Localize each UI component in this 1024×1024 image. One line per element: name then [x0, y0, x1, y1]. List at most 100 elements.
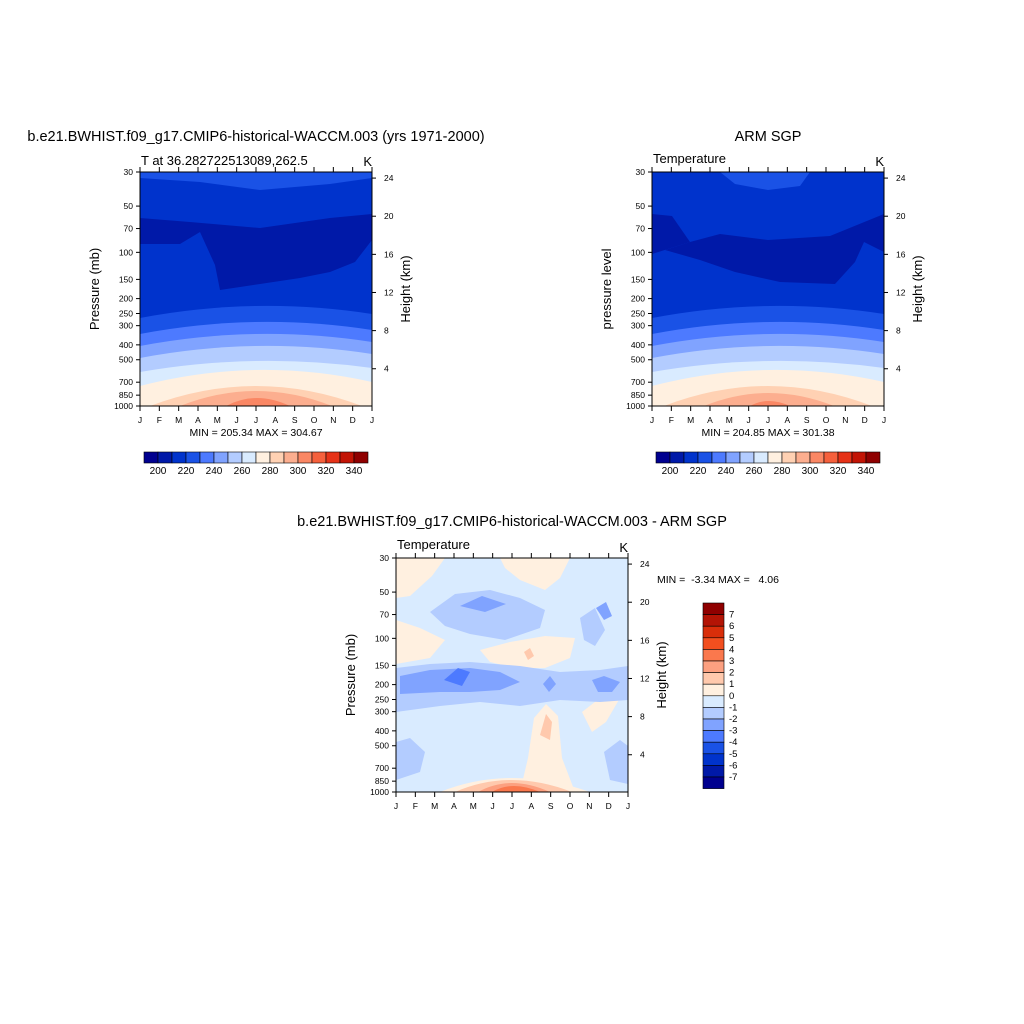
diff-units: K: [619, 540, 628, 555]
diff-y-tick-label: 850: [375, 776, 389, 786]
model-x-tick-label: A: [272, 415, 278, 425]
obs-colorbar-segment: [725, 451, 741, 464]
model-x-tick-label: J: [138, 415, 142, 425]
obs-height-tick-label: 16: [896, 249, 906, 259]
obs-x-tick-label: N: [842, 415, 848, 425]
obs-colorbar-label: 300: [802, 466, 819, 477]
model-y-tick-label: 150: [119, 274, 133, 284]
model-colorbar-label: 340: [346, 466, 363, 477]
model-colorbar-segment: [213, 451, 229, 464]
model-colorbar-label: 320: [318, 466, 335, 477]
diff-colorbar-label: 3: [729, 656, 734, 667]
diff-ylabel-right: Height (km): [654, 641, 669, 708]
obs-y-tick-label: 400: [631, 340, 645, 350]
diff-x-tick-label: M: [470, 801, 477, 811]
diff-contour-field: [396, 558, 628, 792]
model-y-tick-label: 100: [119, 247, 133, 257]
obs-colorbar-segment: [837, 451, 853, 464]
diff-colorbar-segment: [702, 718, 725, 731]
diff-y-tick-label: 400: [375, 726, 389, 736]
model-y-tick-label: 700: [119, 377, 133, 387]
model-colorbar-segment: [199, 451, 215, 464]
obs-colorbar-label: 220: [690, 466, 707, 477]
model-colorbar-label: 240: [206, 466, 223, 477]
obs-y-tick-label: 250: [631, 308, 645, 318]
diff-colorbar-label: -1: [729, 702, 737, 713]
diff-colorbar-segment: [702, 637, 725, 650]
obs-height-tick-label: 4: [896, 364, 901, 374]
diff-y-tick-label: 70: [380, 610, 390, 620]
diff-x-tick-label: J: [510, 801, 514, 811]
obs-colorbar-segment: [809, 451, 825, 464]
model-height-tick-label: 8: [384, 326, 389, 336]
diff-colorbar-label: -3: [729, 726, 737, 737]
obs-panel: ARM SGP Temperature K 30 50 70 100 150 200 250…: [599, 129, 925, 477]
obs-y-tick-label: 150: [631, 274, 645, 284]
model-x-tick-label: M: [214, 415, 221, 425]
diff-height-tick-label: 4: [640, 750, 645, 760]
obs-y-tick-label: 200: [631, 294, 645, 304]
model-colorbar-segment: [297, 451, 313, 464]
diff-colorbar-label: 1: [729, 679, 734, 690]
model-units: K: [363, 154, 372, 169]
diff-y-tick-label: 1000: [370, 787, 389, 797]
model-x-tick-label: J: [370, 415, 374, 425]
obs-ylabel-right: Height (km): [910, 255, 925, 322]
model-x-tick-label: J: [235, 415, 239, 425]
diff-y-tick-label: 700: [375, 763, 389, 773]
obs-y-tick-label: 100: [631, 247, 645, 257]
diff-y-tick-label: 250: [375, 694, 389, 704]
diff-subtitle: Temperature: [397, 537, 470, 552]
obs-stats: MIN = 204.85 MAX = 301.38: [701, 427, 834, 439]
model-y-tick-label: 500: [119, 355, 133, 365]
obs-x-tick-label: A: [707, 415, 713, 425]
model-height-tick-label: 16: [384, 249, 394, 259]
model-y-tick-label: 300: [119, 321, 133, 331]
model-y-tick-label: 250: [119, 308, 133, 318]
obs-colorbar-segment: [823, 451, 839, 464]
diff-colorbar-segment: [702, 741, 725, 755]
obs-colorbar-label: 320: [830, 466, 847, 477]
obs-y-tick-label: 1000: [626, 401, 645, 411]
diff-x-tick-label: F: [413, 801, 418, 811]
diff-height-tick-label: 24: [640, 559, 650, 569]
diff-y-tick-label: 200: [375, 680, 389, 690]
obs-colorbar-segment: [851, 451, 867, 464]
diff-colorbar-label: -2: [729, 714, 737, 725]
diff-colorbar-segment: [702, 730, 725, 743]
diff-height-tick-label: 12: [640, 673, 650, 683]
obs-x-tick-label: J: [882, 415, 886, 425]
diff-x-tick-label: D: [606, 801, 612, 811]
obs-colorbar-segment: [767, 451, 783, 464]
model-colorbar-segment: [269, 451, 285, 464]
model-x-tick-label: J: [254, 415, 258, 425]
model-right-axis: 24 20 16 12 8 4: [372, 173, 394, 374]
obs-colorbar-label: 200: [662, 466, 679, 477]
model-x-tick-label: N: [330, 415, 336, 425]
diff-colorbar-segment: [702, 683, 725, 697]
obs-colorbar-segment: [683, 451, 699, 464]
obs-subtitle: Temperature: [653, 151, 726, 166]
diff-colorbar-segment: [702, 614, 725, 627]
diff-x-tick-label: J: [626, 801, 630, 811]
obs-colorbar-label: 340: [858, 466, 875, 477]
diff-colorbar-label: 6: [729, 621, 734, 632]
model-colorbar-segment: [283, 451, 299, 464]
model-colorbar-segment: [339, 451, 355, 464]
diff-colorbar-segment: [702, 765, 725, 778]
diff-colorbar-label: -5: [729, 749, 737, 760]
model-colorbar-label: 260: [234, 466, 251, 477]
model-y-tick-label: 850: [119, 390, 133, 400]
model-colorbar-segment: [241, 451, 257, 464]
diff-ylabel: Pressure (mb): [343, 634, 358, 716]
obs-y-tick-label: 300: [631, 321, 645, 331]
obs-right-axis: 24 20 16 12 8 4: [884, 173, 906, 374]
obs-colorbar-segment: [781, 451, 797, 464]
model-colorbar-label: 300: [290, 466, 307, 477]
model-title: b.e21.BWHIST.f09_g17.CMIP6-historical-WA…: [27, 129, 484, 145]
obs-contour-field: [652, 172, 884, 406]
diff-x-tick-label: A: [528, 801, 534, 811]
diff-y-tick-label: 300: [375, 707, 389, 717]
